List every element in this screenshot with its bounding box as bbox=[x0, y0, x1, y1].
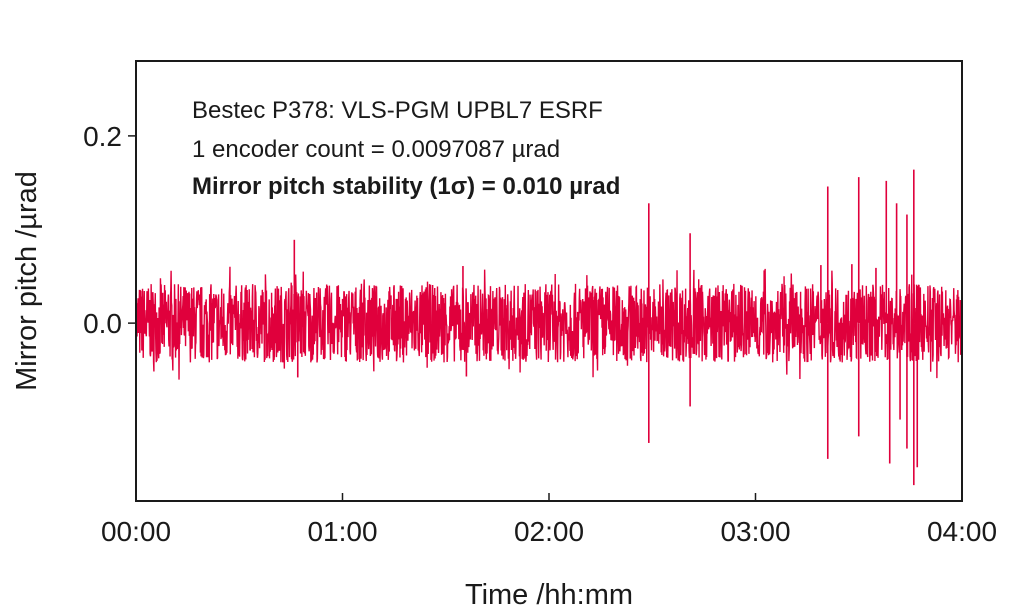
x-tick-label: 02:00 bbox=[514, 516, 584, 547]
x-tick-label: 04:00 bbox=[927, 516, 997, 547]
x-axis-title: Time /hh:mm bbox=[465, 579, 633, 611]
x-axis-ticks: 00:00 01:00 02:00 03:00 04:00 bbox=[101, 493, 997, 547]
plot-frame bbox=[135, 60, 963, 502]
annotation-stability: Mirror pitch stability (1σ) = 0.010 µrad bbox=[192, 173, 620, 200]
x-tick-label: 03:00 bbox=[720, 516, 790, 547]
y-axis-ticks: 0.0 0.2 bbox=[83, 121, 136, 339]
x-tick-label: 00:00 bbox=[101, 516, 171, 547]
y-tick-label: 0.2 bbox=[83, 121, 122, 152]
annotation-encoder: 1 encoder count = 0.0097087 µrad bbox=[192, 136, 560, 163]
spike-group bbox=[293, 169, 919, 486]
y-axis-title: Mirror pitch /µrad bbox=[11, 171, 43, 391]
x-tick-label: 01:00 bbox=[307, 516, 377, 547]
signal-line bbox=[135, 266, 963, 380]
y-tick-label: 0.0 bbox=[83, 308, 122, 339]
annotation-title: Bestec P378: VLS-PGM UPBL7 ESRF bbox=[192, 97, 603, 124]
signal-trace bbox=[135, 266, 963, 380]
